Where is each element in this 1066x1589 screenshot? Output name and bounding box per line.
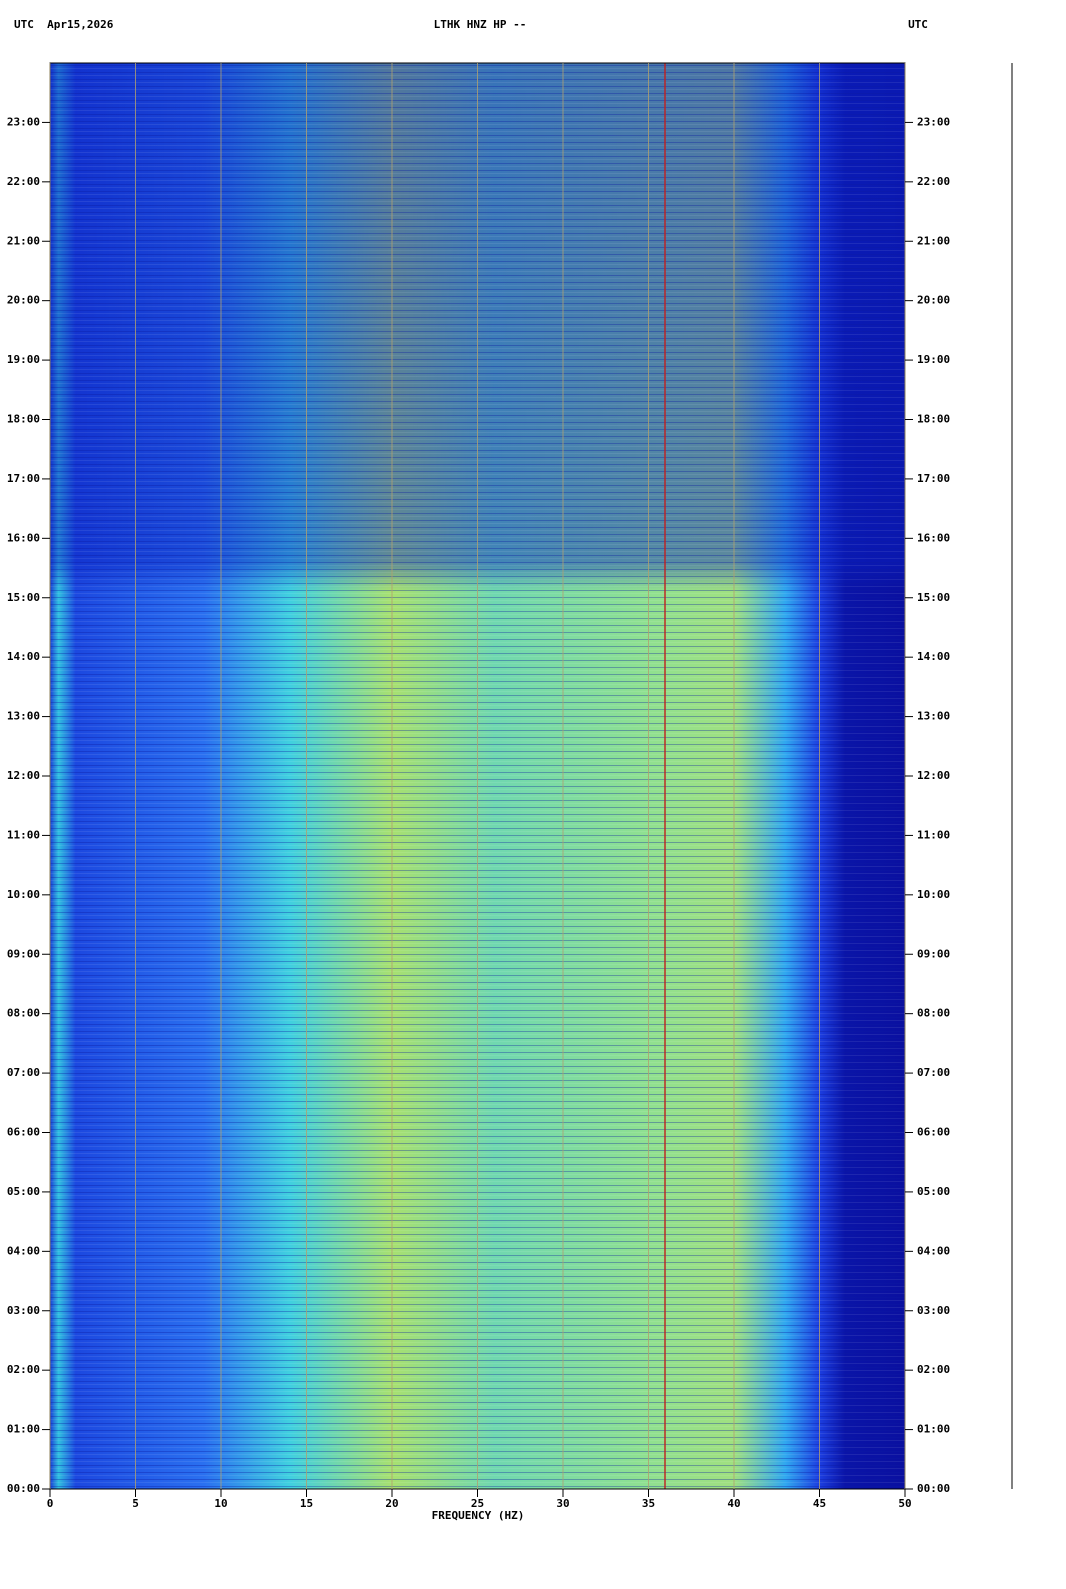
y-tick-label: 18:00 — [917, 413, 950, 426]
y-tick-label: 15:00 — [917, 591, 950, 604]
y-tick-label: 08:00 — [7, 1007, 40, 1020]
y-tick-label: 03:00 — [917, 1304, 950, 1317]
y-tick-label: 17:00 — [7, 472, 40, 485]
y-tick-label: 05:00 — [917, 1185, 950, 1198]
y-tick-label: 20:00 — [917, 294, 950, 307]
y-tick-label: 03:00 — [7, 1304, 40, 1317]
y-tick-label: 20:00 — [7, 294, 40, 307]
x-tick-label: 35 — [642, 1497, 655, 1510]
y-tick-label: 08:00 — [917, 1007, 950, 1020]
y-tick-label: 07:00 — [7, 1066, 40, 1079]
y-tick-label: 21:00 — [7, 234, 40, 247]
chart-title: LTHK HNZ HP -- — [434, 18, 527, 31]
right-header: UTC — [908, 18, 928, 31]
y-tick-label: 18:00 — [7, 413, 40, 426]
y-tick-label: 22:00 — [7, 175, 40, 188]
x-tick-label: 15 — [300, 1497, 313, 1510]
left-header: UTC Apr15,2026 — [14, 18, 114, 31]
x-tick-label: 30 — [556, 1497, 569, 1510]
y-tick-label: 01:00 — [7, 1423, 40, 1436]
y-tick-label: 14:00 — [7, 650, 40, 663]
y-tick-label: 04:00 — [7, 1244, 40, 1257]
x-tick-label: 5 — [132, 1497, 139, 1510]
y-tick-label: 11:00 — [7, 828, 40, 841]
y-tick-label: 06:00 — [7, 1126, 40, 1139]
y-tick-label: 05:00 — [7, 1185, 40, 1198]
y-tick-label: 15:00 — [7, 591, 40, 604]
y-tick-label: 16:00 — [7, 531, 40, 544]
y-tick-label: 22:00 — [917, 175, 950, 188]
y-tick-label: 10:00 — [917, 888, 950, 901]
x-tick-label: 40 — [727, 1497, 740, 1510]
y-tick-label: 09:00 — [7, 947, 40, 960]
y-tick-label: 17:00 — [917, 472, 950, 485]
y-tick-label: 02:00 — [7, 1363, 40, 1376]
y-tick-label: 10:00 — [7, 888, 40, 901]
y-tick-label: 12:00 — [917, 769, 950, 782]
y-tick-label: 09:00 — [917, 947, 950, 960]
y-tick-label: 14:00 — [917, 650, 950, 663]
y-tick-label: 13:00 — [7, 710, 40, 723]
y-tick-label: 01:00 — [917, 1423, 950, 1436]
x-tick-label: 25 — [471, 1497, 484, 1510]
y-tick-label: 13:00 — [917, 710, 950, 723]
y-tick-label: 16:00 — [917, 531, 950, 544]
y-tick-label: 23:00 — [7, 115, 40, 128]
y-tick-label: 19:00 — [917, 353, 950, 366]
y-tick-label: 04:00 — [917, 1244, 950, 1257]
x-tick-label: 50 — [898, 1497, 911, 1510]
x-tick-label: 10 — [214, 1497, 227, 1510]
y-tick-label: 00:00 — [917, 1482, 950, 1495]
x-axis-label: FREQUENCY (HZ) — [432, 1509, 525, 1522]
y-tick-label: 02:00 — [917, 1363, 950, 1376]
y-tick-label: 06:00 — [917, 1126, 950, 1139]
y-tick-label: 00:00 — [7, 1482, 40, 1495]
y-tick-label: 11:00 — [917, 828, 950, 841]
x-tick-label: 0 — [47, 1497, 54, 1510]
y-tick-label: 21:00 — [917, 234, 950, 247]
y-tick-label: 23:00 — [917, 115, 950, 128]
y-tick-label: 07:00 — [917, 1066, 950, 1079]
x-tick-label: 45 — [813, 1497, 826, 1510]
y-tick-label: 19:00 — [7, 353, 40, 366]
x-tick-label: 20 — [385, 1497, 398, 1510]
y-tick-label: 12:00 — [7, 769, 40, 782]
